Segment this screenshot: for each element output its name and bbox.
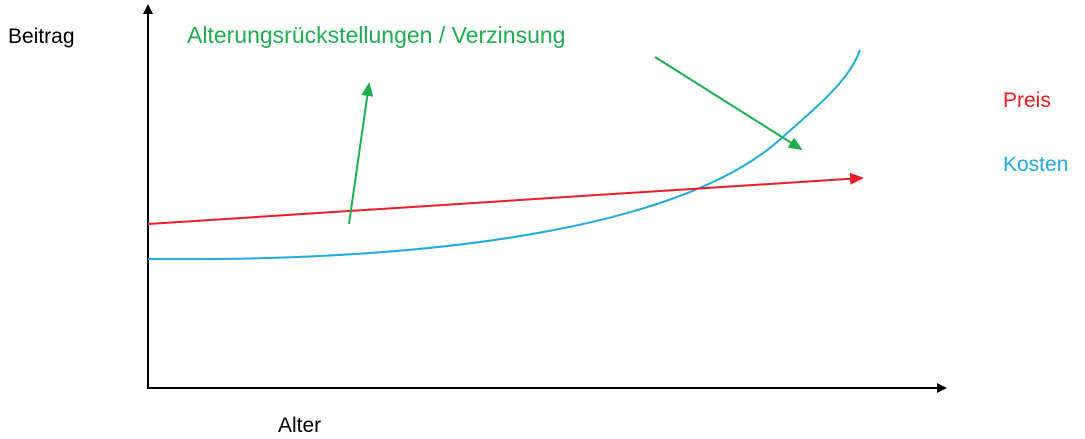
annotation-arrow-down bbox=[654, 56, 803, 151]
x-axis-label: Alter bbox=[278, 414, 322, 437]
kosten-curve bbox=[147, 49, 861, 261]
annotation-arrow-up bbox=[348, 82, 374, 225]
preis-label: Preis bbox=[1003, 89, 1051, 112]
annotation-label: Alterungsrückstellungen / Verzinsung bbox=[187, 22, 566, 48]
kosten-label: Kosten bbox=[1003, 153, 1069, 176]
preis-line bbox=[147, 172, 864, 225]
y-axis-label: Beitrag bbox=[8, 25, 75, 48]
